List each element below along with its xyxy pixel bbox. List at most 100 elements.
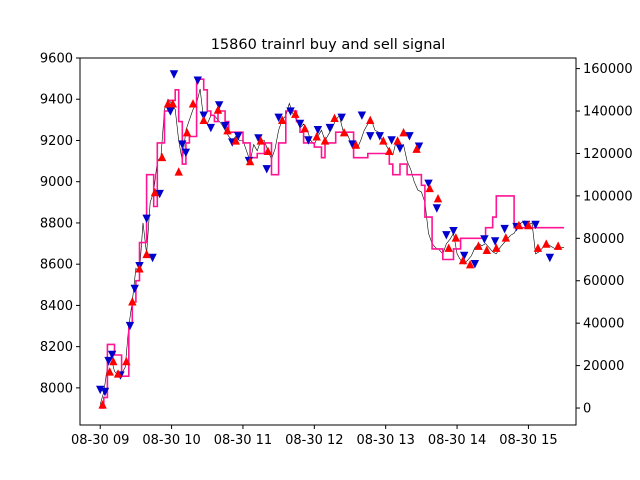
buy-marker: [501, 233, 511, 242]
x-tick-label: 08-30 10: [142, 433, 200, 448]
buy-marker: [533, 243, 543, 252]
x-axis: 08-30 09 08-30 10 08-30 11 08-30 12 08-30 13…: [71, 425, 558, 448]
sell-marker: [148, 253, 157, 263]
y2-tick-label: 140000: [583, 105, 633, 120]
buy-marker: [291, 109, 300, 118]
buy-marker: [385, 146, 394, 155]
buy-marker: [312, 132, 321, 141]
buy-marker: [524, 220, 533, 230]
buy-marker: [553, 241, 563, 250]
y2-tick-label: 80000: [583, 232, 624, 247]
y-axis-left: 8000 8200 8400 8600 8800 9000 9200 9400 9600: [40, 52, 80, 396]
sell-marker: [107, 350, 117, 360]
sell-marker: [142, 214, 151, 224]
buy-marker: [135, 264, 144, 273]
buy-marker: [231, 136, 241, 145]
x-tick-label: 08-30 14: [428, 433, 486, 448]
sell-marker: [432, 204, 442, 213]
sell-marker: [262, 165, 271, 174]
sell-marker: [274, 113, 283, 122]
price-line: [99, 88, 565, 405]
buy-marker: [412, 144, 421, 153]
buy-marker: [351, 140, 361, 149]
chart-title: 15860 trainrl buy and sell signal: [211, 37, 446, 53]
buy-marker: [433, 194, 443, 203]
buy-marker: [465, 259, 475, 269]
buy-marker: [182, 128, 192, 137]
sell-marker: [214, 101, 224, 110]
y-tick-label: 9200: [40, 134, 73, 149]
plot-frame: [79, 57, 577, 426]
sell-marker: [405, 132, 414, 141]
sell-marker: [166, 107, 175, 116]
sell-marker: [206, 123, 216, 133]
y2-tick-label: 0: [583, 402, 591, 417]
sell-marker: [449, 226, 458, 236]
buy-marker: [278, 115, 287, 125]
sell-marker: [470, 259, 480, 269]
sell-marker: [325, 123, 334, 133]
sell-marker: [169, 70, 179, 79]
buy-marker: [451, 233, 461, 242]
y-tick-label: 9000: [40, 175, 73, 190]
y-axis-right: 0 20000 40000 60000 80000 100000 120000 140000 1…: [576, 62, 633, 417]
x-tick-label: 08-30 12: [285, 433, 343, 448]
buy-marker: [128, 297, 137, 306]
buy-marker: [492, 243, 501, 252]
buy-marker: [188, 99, 198, 108]
buy-marker: [263, 146, 273, 155]
y-tick-label: 9400: [40, 93, 73, 108]
y2-tick-label: 160000: [583, 62, 633, 77]
buy-marker: [542, 239, 551, 248]
sell-marker: [490, 237, 500, 246]
buy-marker: [458, 255, 468, 265]
x-tick-label: 08-30 09: [71, 433, 129, 448]
buy-marker: [256, 136, 265, 145]
buy-marker: [393, 136, 402, 145]
buy-marker: [113, 369, 123, 378]
y2-tick-label: 100000: [583, 189, 633, 204]
buy-marker: [399, 128, 408, 137]
buy-marker: [223, 125, 232, 135]
sell-marker: [155, 189, 164, 199]
sell-marker: [220, 121, 230, 131]
x-tick-label: 08-30 11: [214, 433, 272, 448]
sell-marker: [104, 356, 113, 366]
sell-marker: [459, 251, 469, 261]
y-tick-label: 8000: [40, 381, 73, 396]
buy-marker: [339, 128, 349, 137]
sell-marker: [181, 148, 191, 158]
signal-markers: [96, 70, 563, 409]
buy-marker: [514, 220, 524, 230]
sell-marker: [545, 253, 555, 263]
sell-marker: [414, 142, 424, 151]
x-tick-label: 08-30 15: [499, 433, 557, 448]
sell-marker: [500, 224, 509, 234]
sell-marker: [366, 132, 375, 141]
sell-marker: [130, 284, 139, 294]
sell-marker: [531, 220, 540, 230]
buy-marker: [122, 356, 131, 366]
sell-marker: [424, 179, 433, 188]
buy-marker: [320, 136, 330, 145]
buy-marker: [168, 99, 177, 108]
sell-marker: [100, 387, 110, 397]
sell-marker: [442, 231, 451, 240]
y-tick-label: 9600: [40, 52, 73, 67]
y-tick-label: 8400: [40, 299, 73, 314]
buy-marker: [482, 245, 491, 254]
y2-tick-label: 20000: [583, 359, 624, 374]
sell-marker: [233, 132, 243, 141]
sell-marker: [125, 321, 135, 331]
sell-marker: [337, 113, 346, 122]
buy-marker: [425, 183, 434, 193]
buy-marker: [379, 136, 388, 145]
buy-marker: [174, 167, 183, 176]
sell-marker: [387, 136, 396, 145]
sell-marker: [304, 136, 313, 145]
buy-marker: [366, 115, 375, 125]
sell-marker: [395, 144, 405, 153]
buy-marker: [157, 152, 167, 162]
